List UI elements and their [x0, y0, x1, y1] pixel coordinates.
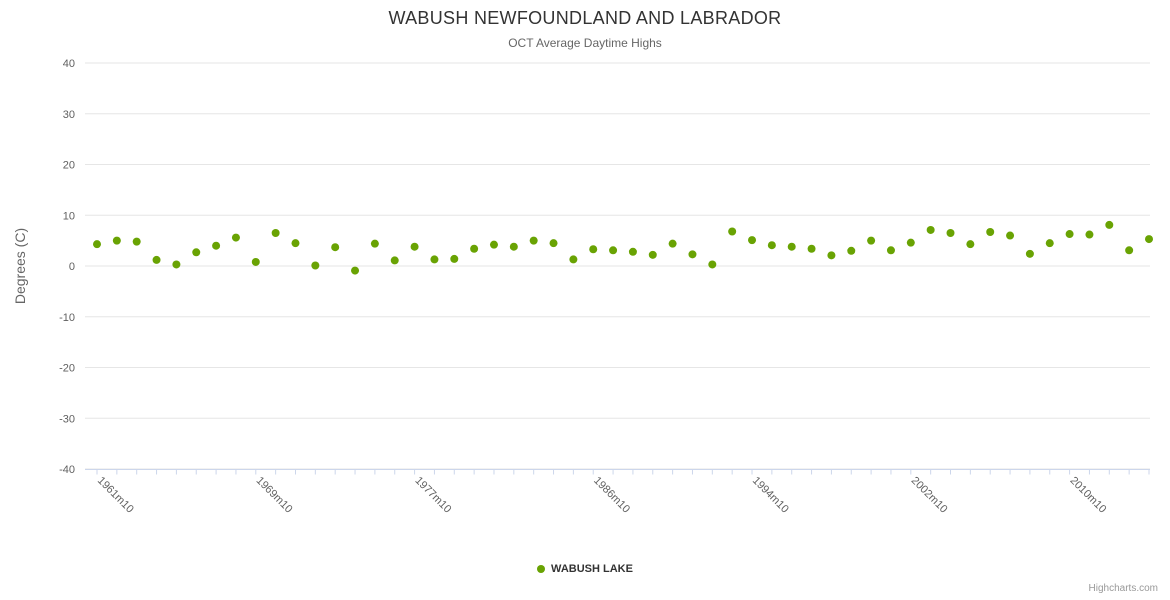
data-point[interactable]: [986, 227, 995, 236]
x-axis-tick-label: 1994m10: [750, 475, 791, 516]
data-point[interactable]: [767, 241, 776, 250]
data-point[interactable]: [450, 254, 459, 263]
data-point[interactable]: [311, 261, 320, 270]
x-axis-tick-label: 1986m10: [591, 475, 632, 516]
data-point[interactable]: [807, 244, 816, 253]
data-point[interactable]: [172, 260, 181, 269]
data-point[interactable]: [470, 244, 479, 253]
data-point[interactable]: [886, 246, 895, 255]
data-point[interactable]: [946, 229, 955, 238]
data-point[interactable]: [847, 246, 856, 255]
y-axis-tick-label: 10: [63, 210, 75, 222]
data-point[interactable]: [509, 242, 518, 251]
data-point[interactable]: [1125, 246, 1134, 255]
y-axis-tick-label: -20: [59, 363, 75, 375]
data-point[interactable]: [708, 260, 717, 269]
chart-title: WABUSH NEWFOUNDLAND AND LABRADOR: [388, 8, 782, 28]
data-point[interactable]: [1006, 231, 1015, 240]
data-point[interactable]: [251, 257, 260, 266]
data-point[interactable]: [112, 236, 121, 245]
data-point[interactable]: [152, 255, 161, 264]
x-axis-tick-label: 1969m10: [254, 475, 295, 516]
data-point[interactable]: [1025, 249, 1034, 258]
data-point[interactable]: [748, 236, 757, 245]
data-point[interactable]: [271, 229, 280, 238]
data-point[interactable]: [609, 246, 618, 255]
x-axis-tick-label: 1961m10: [95, 475, 136, 516]
data-point[interactable]: [430, 255, 439, 264]
y-axis-tick-label: 0: [69, 261, 75, 273]
data-point[interactable]: [668, 239, 677, 248]
data-point[interactable]: [212, 241, 221, 250]
x-axis-tick-label: 2002m10: [909, 475, 950, 516]
legend-label: WABUSH LAKE: [551, 563, 633, 575]
data-point[interactable]: [966, 240, 975, 249]
data-point[interactable]: [390, 256, 399, 265]
highcharts-credit-link[interactable]: Highcharts.com: [1088, 583, 1158, 594]
y-axis-tick-label: -40: [59, 464, 75, 476]
y-axis-tick-label: 40: [63, 58, 75, 70]
data-point[interactable]: [1145, 235, 1153, 244]
data-point[interactable]: [867, 236, 876, 245]
legend-item[interactable]: WABUSH LAKE: [0, 563, 1170, 575]
y-axis-tick-label: -30: [59, 413, 75, 425]
data-point[interactable]: [648, 250, 657, 259]
data-point[interactable]: [410, 242, 419, 251]
data-point[interactable]: [728, 227, 737, 236]
data-point[interactable]: [1085, 230, 1094, 239]
data-point[interactable]: [331, 243, 340, 252]
data-point[interactable]: [1105, 220, 1114, 229]
data-point[interactable]: [628, 247, 637, 256]
data-point[interactable]: [1065, 230, 1074, 239]
data-point[interactable]: [291, 239, 300, 248]
data-point[interactable]: [926, 225, 935, 234]
data-point[interactable]: [569, 255, 578, 264]
y-axis-title: Degrees (C): [12, 228, 28, 304]
data-point[interactable]: [589, 245, 598, 254]
data-point[interactable]: [549, 239, 558, 248]
data-point[interactable]: [192, 248, 201, 257]
data-point[interactable]: [132, 237, 141, 246]
data-point[interactable]: [489, 240, 498, 249]
data-point[interactable]: [370, 239, 379, 248]
legend-marker-icon: [537, 565, 546, 573]
data-point[interactable]: [906, 238, 915, 247]
y-axis-tick-label: -10: [59, 312, 75, 324]
chart-subtitle: OCT Average Daytime Highs: [508, 36, 662, 50]
data-point[interactable]: [688, 250, 697, 259]
data-point[interactable]: [231, 233, 240, 242]
data-point[interactable]: [1045, 239, 1054, 248]
data-point[interactable]: [351, 266, 360, 275]
data-point[interactable]: [93, 240, 101, 249]
x-axis-tick-label: 2010m10: [1067, 475, 1108, 516]
x-axis-tick-label: 1977m10: [412, 475, 453, 516]
y-axis-tick-label: 20: [63, 160, 75, 172]
data-point[interactable]: [787, 242, 796, 251]
y-axis-tick-label: 30: [63, 109, 75, 121]
data-point[interactable]: [827, 251, 836, 260]
data-point[interactable]: [529, 236, 538, 245]
